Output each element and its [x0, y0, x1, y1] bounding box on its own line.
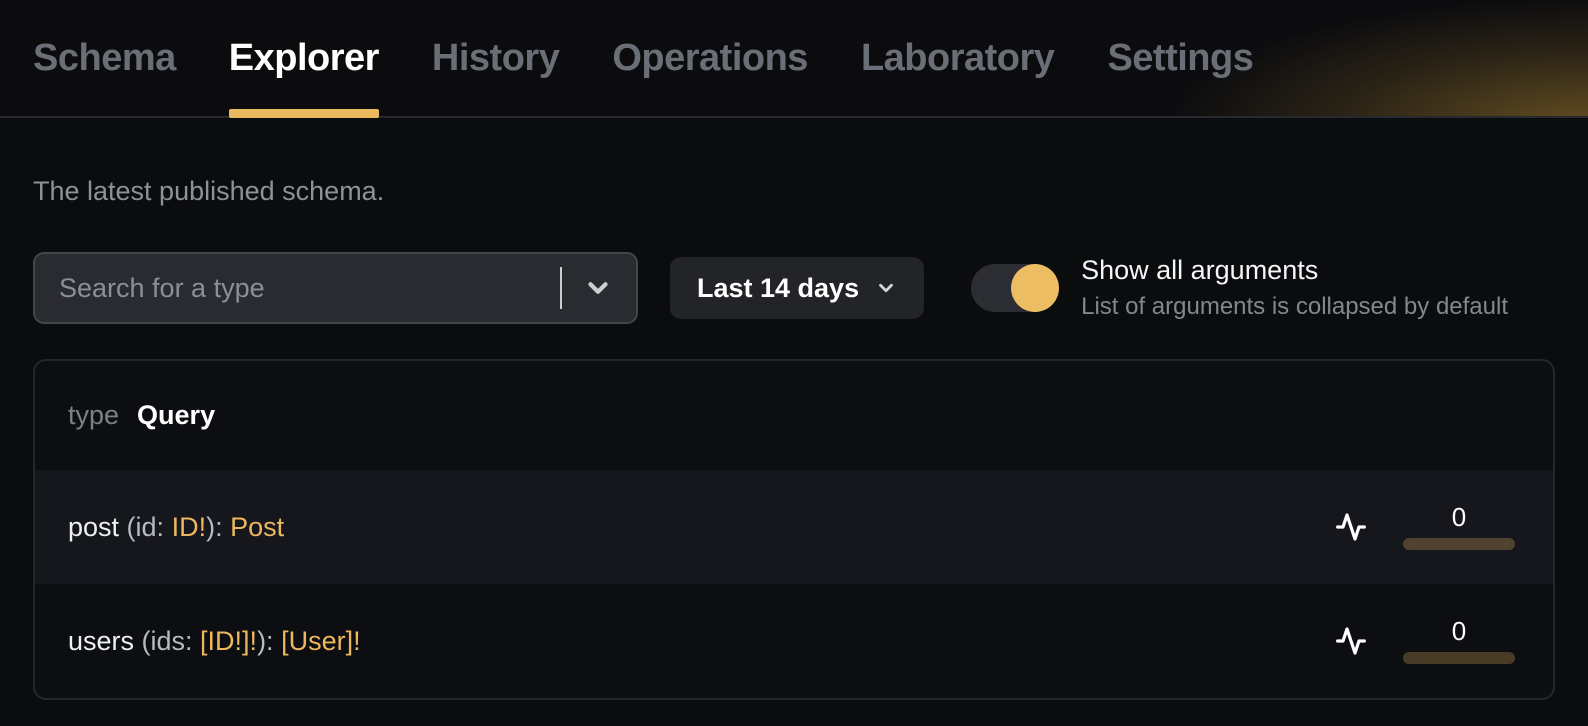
field-signature: post (id: ID!): Post	[68, 512, 1329, 543]
chevron-down-icon[interactable]	[576, 266, 620, 310]
tab-operations[interactable]: Operations	[612, 36, 808, 79]
field-signature: users (ids: [ID!]!): [User]!	[68, 626, 1329, 657]
field-args-open: (id:	[119, 511, 172, 542]
toggle-thumb	[1011, 264, 1060, 312]
tab-explorer[interactable]: Explorer	[228, 0, 380, 118]
tab-settings[interactable]: Settings	[1107, 36, 1254, 79]
tab-history[interactable]: History	[431, 36, 560, 79]
type-query-card: type Query post (id: ID!): Post 0 users …	[33, 359, 1555, 700]
usage-stat: 0	[1403, 618, 1515, 664]
tab-schema[interactable]: Schema	[33, 36, 176, 79]
period-label: Last 14 days	[697, 272, 860, 303]
field-args-open: (ids:	[134, 625, 201, 656]
usage-bar	[1403, 652, 1515, 664]
field-row-post[interactable]: post (id: ID!): Post 0	[35, 470, 1553, 584]
type-kind-label: type	[68, 400, 120, 430]
search-divider	[560, 267, 562, 309]
type-search-combobox[interactable]	[33, 252, 638, 324]
return-type-link[interactable]: Post	[230, 511, 285, 542]
tab-laboratory[interactable]: Laboratory	[860, 36, 1055, 79]
schema-description: The latest published schema.	[33, 176, 385, 206]
return-type-link[interactable]: [User]!	[281, 625, 361, 656]
usage-bar	[1403, 538, 1515, 550]
chevron-down-icon	[875, 277, 897, 299]
tab-explorer-label: Explorer	[228, 36, 380, 79]
field-row-users[interactable]: users (ids: [ID!]!): [User]! 0	[35, 584, 1553, 698]
usage-count: 0	[1451, 616, 1467, 646]
explorer-page: The latest published schema. Last 14 day…	[0, 176, 1588, 700]
activity-icon[interactable]	[1329, 623, 1373, 659]
show-all-arguments-toggle[interactable]	[971, 264, 1060, 312]
field-name: users	[68, 625, 135, 656]
toggle-labels: Show all arguments List of arguments is …	[1081, 255, 1508, 321]
field-name: post	[68, 511, 120, 542]
field-args-close: ):	[257, 625, 282, 656]
usage-stat: 0	[1403, 504, 1515, 550]
arg-type-link[interactable]: [ID!]!	[200, 625, 258, 656]
period-select-button[interactable]: Last 14 days	[670, 257, 925, 319]
controls-row: Last 14 days Show all arguments List of …	[33, 252, 1555, 324]
active-tab-indicator	[228, 109, 379, 118]
field-args-close: ):	[206, 511, 231, 542]
toggle-description: List of arguments is collapsed by defaul…	[1081, 293, 1508, 320]
activity-icon[interactable]	[1329, 509, 1373, 545]
tab-bar: Schema Explorer History Operations Labor…	[0, 0, 1588, 118]
type-name: Query	[137, 400, 216, 430]
search-input[interactable]	[57, 271, 554, 305]
arg-type-link[interactable]: ID!	[171, 511, 207, 542]
usage-count: 0	[1451, 502, 1467, 532]
toggle-title: Show all arguments	[1081, 255, 1319, 285]
type-card-header: type Query	[35, 361, 1553, 470]
